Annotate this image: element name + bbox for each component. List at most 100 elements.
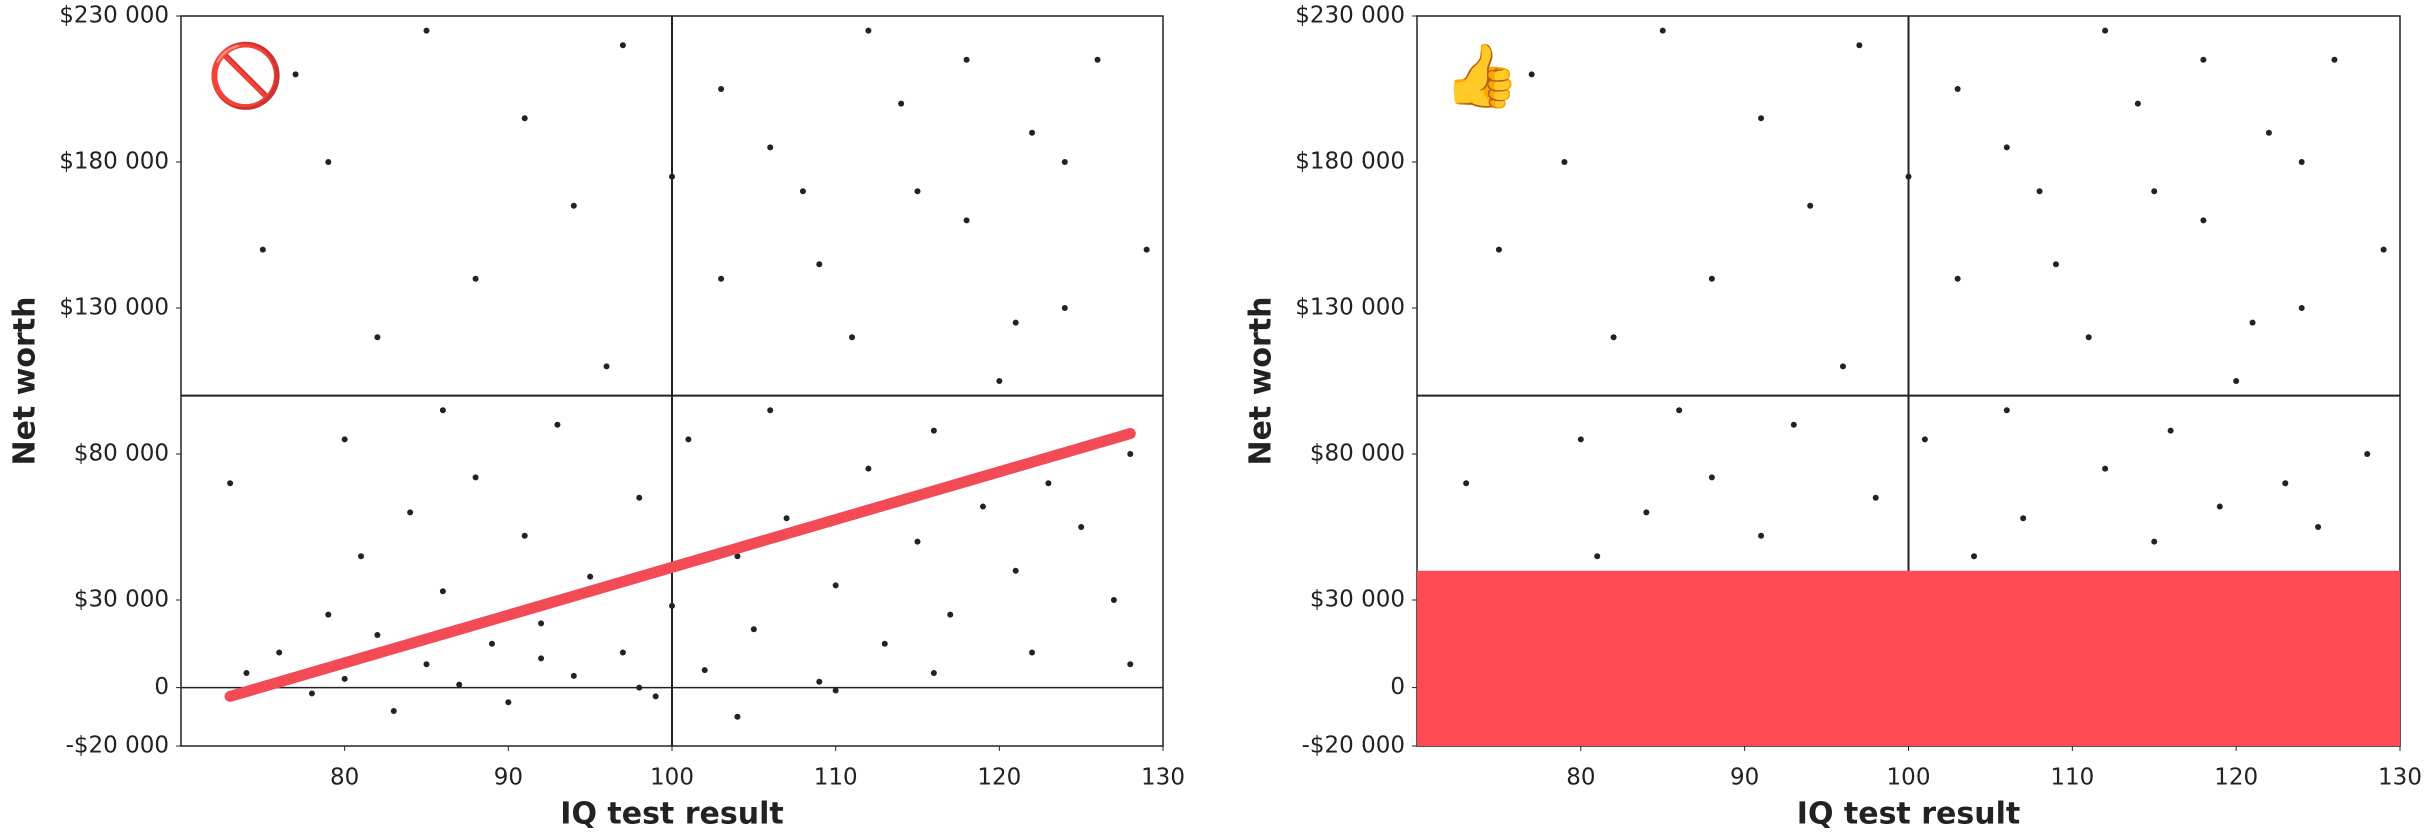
point bbox=[1078, 524, 1085, 530]
point bbox=[1029, 649, 1036, 656]
point bbox=[1012, 319, 1019, 326]
point bbox=[783, 515, 790, 522]
point bbox=[2151, 538, 2158, 545]
point bbox=[898, 100, 905, 107]
point bbox=[2265, 129, 2272, 136]
point bbox=[701, 667, 708, 674]
point bbox=[1790, 421, 1797, 428]
point bbox=[1921, 436, 1928, 443]
y-tick-label: 0 bbox=[1390, 674, 1405, 700]
point bbox=[1127, 661, 1134, 668]
point bbox=[407, 509, 414, 516]
point bbox=[439, 407, 446, 414]
point bbox=[1708, 474, 1715, 481]
point bbox=[669, 173, 675, 180]
point bbox=[881, 640, 888, 647]
point bbox=[1872, 494, 1879, 501]
point bbox=[1758, 532, 1765, 539]
point bbox=[930, 427, 937, 434]
x-axis-title: IQ test result bbox=[1797, 797, 2020, 832]
point bbox=[2298, 159, 2305, 165]
point bbox=[1061, 305, 1068, 311]
point bbox=[914, 538, 921, 545]
point bbox=[963, 217, 970, 224]
point bbox=[2003, 407, 2010, 414]
point bbox=[1143, 246, 1150, 253]
point bbox=[685, 436, 692, 443]
y-tick-label: $230 000 bbox=[1295, 3, 1405, 29]
y-tick-label: $30 000 bbox=[1310, 587, 1405, 613]
point bbox=[636, 494, 643, 501]
x-axis-title: IQ test result bbox=[560, 797, 783, 832]
x-tick-label: 120 bbox=[977, 765, 1021, 791]
point bbox=[2200, 56, 2207, 63]
point bbox=[423, 27, 430, 34]
point bbox=[456, 681, 463, 688]
point bbox=[1954, 275, 1961, 282]
point bbox=[488, 640, 495, 647]
point bbox=[1127, 451, 1134, 457]
point bbox=[341, 675, 348, 682]
point bbox=[2282, 480, 2289, 487]
point bbox=[538, 620, 545, 627]
point bbox=[358, 553, 365, 560]
point bbox=[276, 649, 283, 656]
y-tick-label: $80 000 bbox=[74, 441, 169, 467]
point bbox=[1676, 407, 1683, 414]
point bbox=[832, 582, 839, 589]
point bbox=[325, 159, 332, 165]
point bbox=[718, 86, 725, 92]
point bbox=[652, 693, 659, 700]
point bbox=[2167, 427, 2174, 434]
trend-line bbox=[224, 428, 1136, 702]
point bbox=[2020, 515, 2027, 522]
point bbox=[439, 588, 446, 595]
point bbox=[308, 690, 315, 697]
point bbox=[979, 503, 986, 510]
x-tick-label: 120 bbox=[2214, 765, 2258, 791]
y-tick-label: $180 000 bbox=[59, 149, 169, 175]
y-axis-title: Net worth bbox=[1244, 296, 1279, 465]
annotation-icon: 👍 bbox=[1443, 39, 1520, 112]
point bbox=[1839, 363, 1846, 370]
point bbox=[2380, 246, 2387, 253]
point bbox=[1758, 115, 1765, 122]
point bbox=[2036, 188, 2043, 195]
point bbox=[1045, 480, 1052, 487]
point bbox=[2052, 261, 2059, 268]
point bbox=[669, 602, 675, 609]
y-tick-label: -$20 000 bbox=[66, 733, 169, 759]
point bbox=[718, 275, 725, 282]
point bbox=[963, 56, 970, 63]
point bbox=[2249, 319, 2256, 326]
point bbox=[243, 670, 250, 676]
point bbox=[1012, 567, 1019, 574]
point bbox=[259, 246, 266, 253]
x-tick-label: 130 bbox=[1141, 765, 1185, 791]
point bbox=[816, 261, 823, 268]
point bbox=[2134, 100, 2141, 107]
point bbox=[554, 421, 561, 428]
point bbox=[636, 684, 643, 691]
point bbox=[1110, 597, 1117, 603]
point bbox=[1029, 129, 1036, 136]
x-tick-label: 100 bbox=[1887, 765, 1931, 791]
point bbox=[1905, 173, 1912, 180]
point bbox=[341, 436, 348, 443]
y-tick-label: $80 000 bbox=[1310, 441, 1405, 467]
point bbox=[325, 611, 332, 618]
point bbox=[2102, 465, 2109, 472]
point bbox=[1643, 509, 1650, 516]
point bbox=[2102, 27, 2109, 34]
point bbox=[1971, 553, 1978, 560]
y-tick-label: -$20 000 bbox=[1302, 733, 1405, 759]
point bbox=[1528, 71, 1535, 78]
point bbox=[2151, 188, 2158, 195]
point bbox=[538, 655, 545, 662]
point bbox=[1856, 42, 1863, 49]
point bbox=[1594, 553, 1601, 560]
point bbox=[1561, 159, 1568, 165]
point bbox=[1094, 56, 1101, 63]
point bbox=[2085, 334, 2092, 341]
